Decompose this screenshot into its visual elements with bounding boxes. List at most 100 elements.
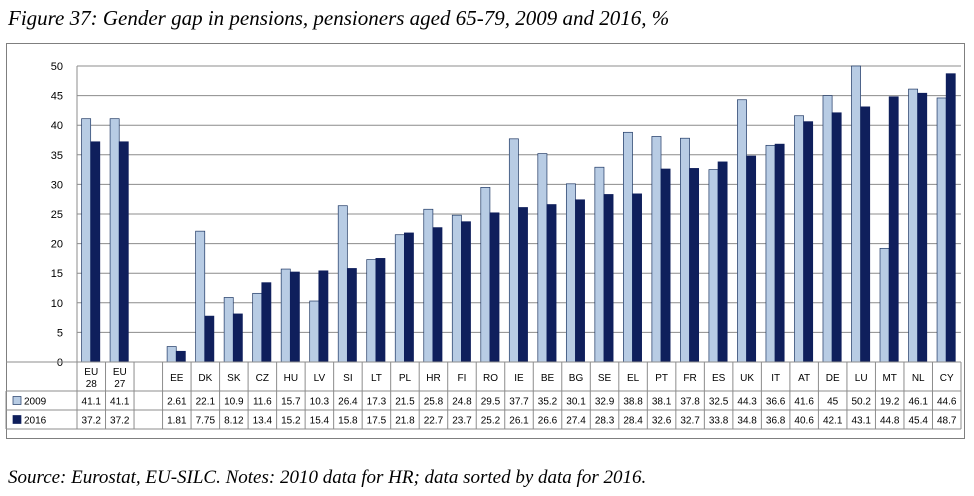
bar-2016 — [404, 232, 414, 363]
data-label-2016: 7.75 — [196, 416, 216, 427]
x-tick-label: ES — [712, 373, 726, 384]
bar-2009 — [337, 205, 348, 363]
bar-2009 — [908, 88, 919, 363]
y-tick-label: 0 — [57, 357, 63, 369]
data-label-2009: 41.1 — [82, 397, 102, 408]
x-tick-label: PT — [655, 373, 668, 384]
data-label-2009: 10.3 — [310, 397, 330, 408]
bar-2009 — [280, 268, 291, 363]
data-label-2016: 32.6 — [652, 416, 672, 427]
bar-2009 — [680, 137, 690, 363]
x-tick-label: LT — [371, 373, 382, 384]
bar-2016 — [261, 282, 272, 363]
bar-2009 — [737, 99, 747, 363]
bar-2009 — [423, 208, 434, 363]
bar-2009 — [81, 118, 92, 363]
bar-2009 — [252, 292, 263, 363]
bar-2009 — [394, 234, 405, 363]
data-label-2016: 15.8 — [338, 416, 358, 427]
x-tick-label: PL — [399, 373, 412, 384]
x-tick-label: BE — [541, 373, 555, 384]
bar-2016 — [774, 143, 785, 363]
y-tick-label: 10 — [51, 298, 63, 310]
x-tick-label: AT — [798, 373, 810, 384]
x-tick-label: DK — [198, 373, 212, 384]
bar-2016 — [860, 106, 871, 363]
x-tick-label: LV — [314, 373, 326, 384]
y-tick-label: 35 — [51, 150, 63, 162]
data-label-2009: 32.9 — [595, 397, 615, 408]
data-label-2016: 37.2 — [82, 416, 102, 427]
bar-2009 — [109, 118, 120, 363]
data-label-2009: 22.1 — [196, 397, 216, 408]
x-tick-label: UK — [740, 373, 754, 384]
data-label-2016: 28.3 — [595, 416, 615, 427]
x-tick-label: SE — [598, 373, 612, 384]
data-label-2016: 33.8 — [709, 416, 729, 427]
data-label-2009: 37.7 — [509, 397, 529, 408]
bar-2016 — [375, 258, 386, 363]
x-tick-label: FI — [458, 373, 467, 384]
data-label-2009: 50.2 — [851, 397, 871, 408]
data-label-2016: 34.8 — [737, 416, 757, 427]
bar-2016 — [432, 227, 443, 363]
bar-2016 — [289, 271, 300, 363]
y-tick-label: 20 — [51, 239, 63, 251]
bar-2009 — [594, 166, 605, 363]
x-tick-label: CZ — [256, 373, 269, 384]
bar-2009 — [765, 144, 776, 363]
data-label-2009: 2.61 — [167, 397, 187, 408]
bar-2016 — [489, 212, 500, 363]
data-label-2009: 26.4 — [338, 397, 358, 408]
x-tick-label: SI — [343, 373, 352, 384]
bar-2016 — [632, 193, 642, 363]
bar-2016 — [204, 315, 215, 363]
bar-2016 — [575, 199, 585, 363]
data-label-2016: 15.4 — [310, 416, 330, 427]
data-label-2016: 32.7 — [680, 416, 700, 427]
data-label-2009: 15.7 — [281, 397, 301, 408]
bar-2009 — [480, 187, 491, 363]
bar-2016 — [346, 268, 357, 363]
bar-2016 — [831, 112, 842, 363]
bar-2009 — [623, 131, 633, 363]
y-tick-label: 45 — [51, 91, 63, 103]
data-label-2009: 21.5 — [395, 397, 415, 408]
bar-2016 — [461, 221, 471, 363]
data-label-2009: 44.6 — [937, 397, 957, 408]
bar-2009 — [166, 346, 177, 363]
data-label-2016: 21.8 — [395, 416, 415, 427]
bar-2009 — [565, 183, 576, 363]
data-label-2016: 44.8 — [880, 416, 900, 427]
bar-2016 — [888, 96, 899, 363]
bar-2016 — [717, 161, 728, 363]
x-tick-label: RO — [483, 373, 498, 384]
bar-2016 — [232, 313, 243, 363]
bar-2016 — [318, 270, 329, 363]
data-label-2016: 1.81 — [167, 416, 187, 427]
bar-2016 — [689, 168, 700, 363]
bar-2009 — [851, 65, 861, 363]
data-label-2009: 44.3 — [737, 397, 757, 408]
bar-2009 — [794, 115, 804, 363]
data-label-2016: 27.4 — [566, 416, 586, 427]
data-label-2009: 25.8 — [424, 397, 444, 408]
data-label-2016: 28.4 — [623, 416, 643, 427]
data-label-2016: 25.2 — [481, 416, 501, 427]
data-label-2009: 29.5 — [481, 397, 501, 408]
legend-key-2016 — [12, 415, 22, 424]
x-tick-label: DE — [826, 373, 840, 384]
source-note: Source: Eurostat, EU-SILC. Notes: 2010 d… — [8, 467, 647, 488]
data-label-2016: 37.2 — [110, 416, 130, 427]
data-label-2016: 17.5 — [367, 416, 387, 427]
data-label-2009: 30.1 — [566, 397, 586, 408]
figure-title: Figure 37: Gender gap in pensions, pensi… — [8, 6, 670, 30]
y-tick-label: 40 — [51, 120, 63, 132]
data-label-2016: 26.1 — [509, 416, 529, 427]
legend-label-2016: 2016 — [24, 416, 47, 427]
y-tick-label: 50 — [51, 61, 63, 73]
data-label-2016: 40.6 — [794, 416, 814, 427]
x-tick-label: NL — [912, 373, 925, 384]
bar-2009 — [879, 247, 890, 363]
